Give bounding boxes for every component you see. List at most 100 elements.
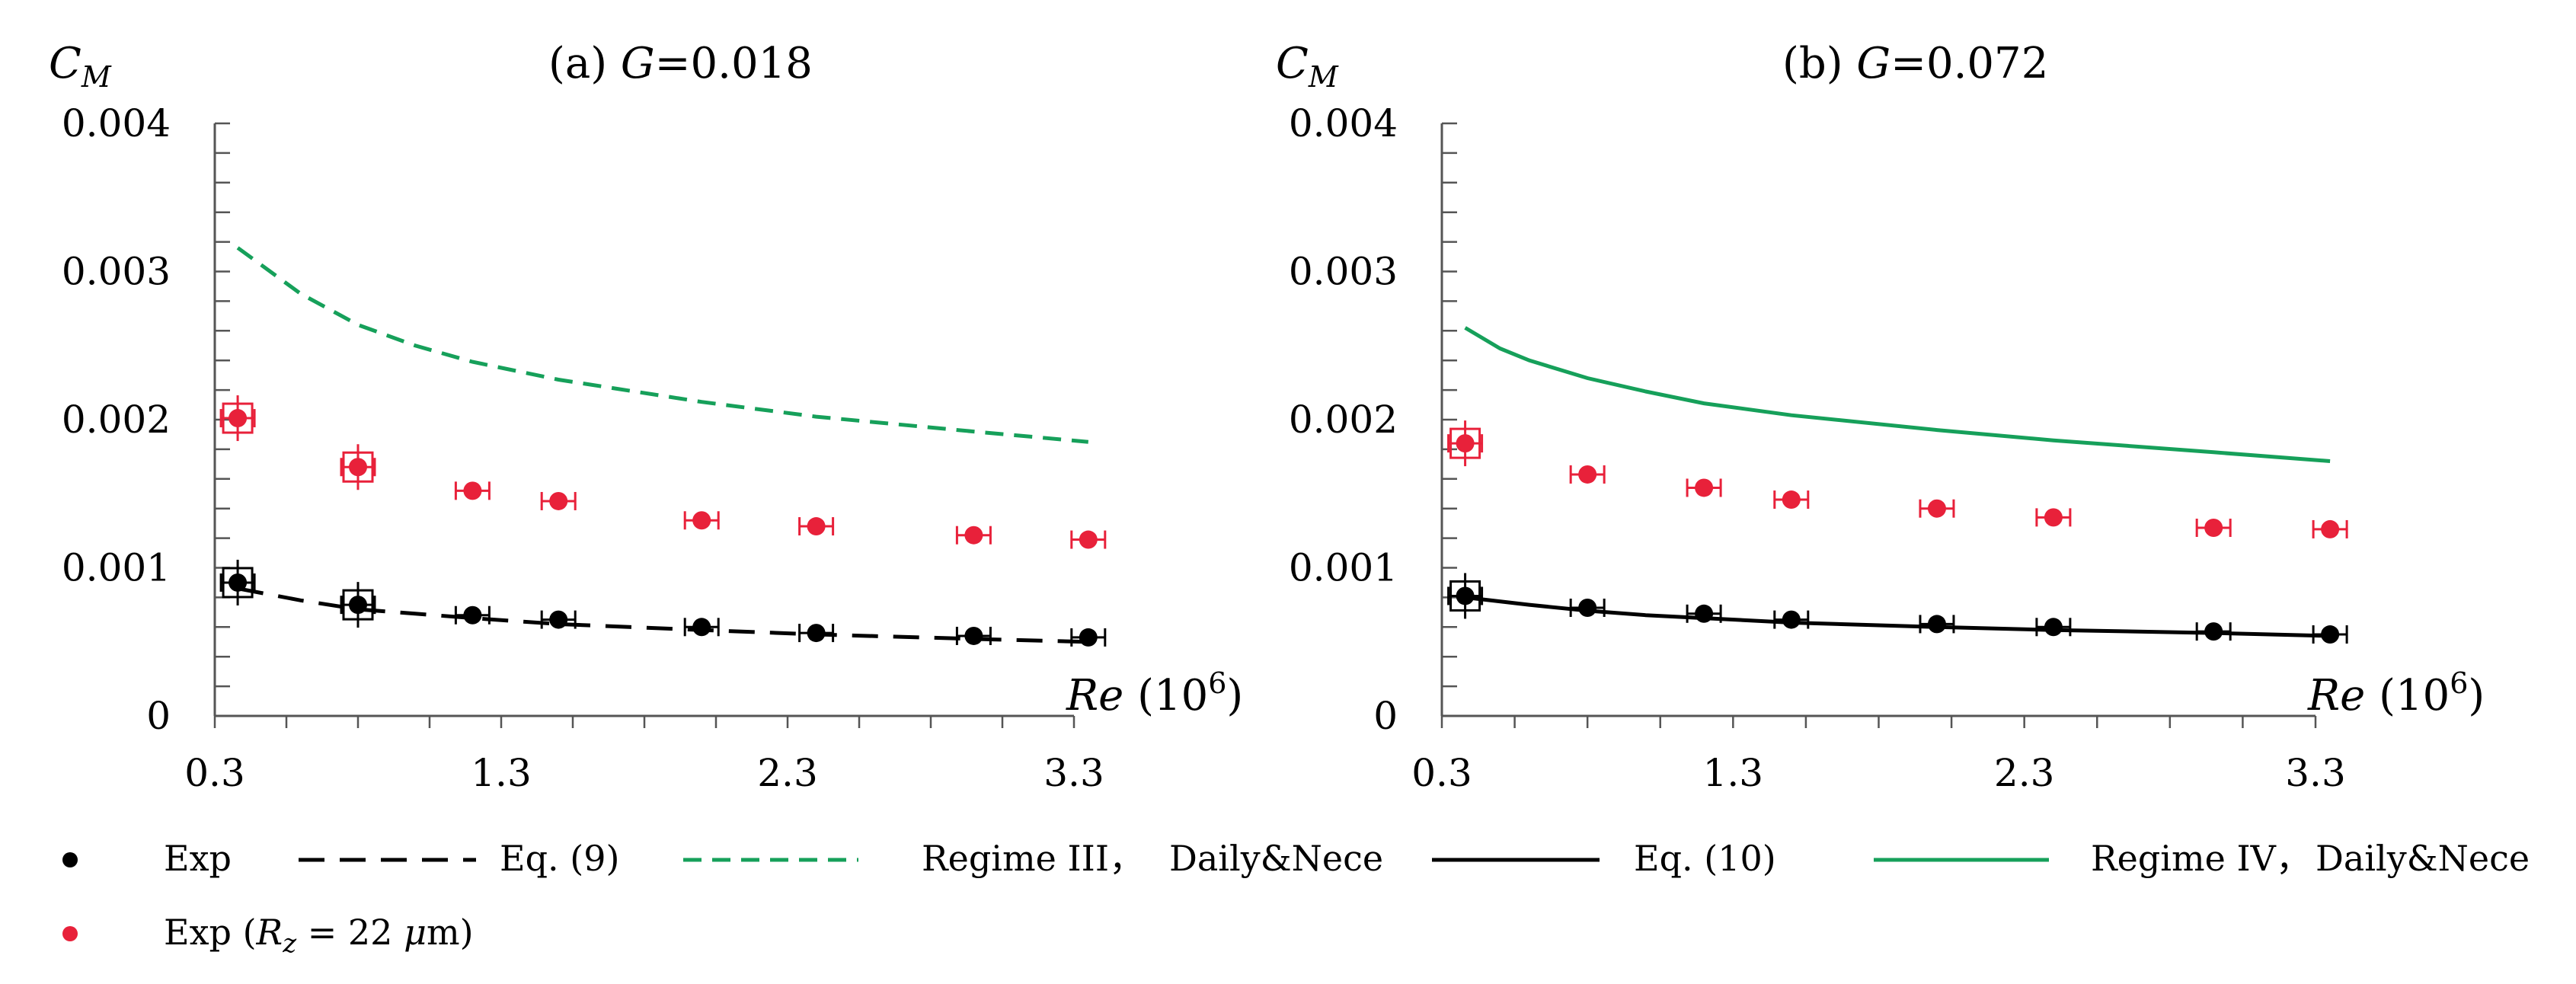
y-tick-label: 0 [146,694,171,738]
panel-title-var: G [1856,39,1890,88]
series-regime-iii-daily-nece [236,246,1089,444]
legend-label-eq: = 22 [296,912,404,953]
legend-item: Exp [62,838,232,879]
x-axis-label: Re (106) [2307,666,2485,720]
legend: Exp Eq. (9) Regime III， Daily&Nece Eq. (10) R… [62,838,2530,959]
panel-title: (a) G=0.018 [548,39,813,88]
panel-title-var: G [621,39,655,88]
series-regime-iv-daily-nece [1464,326,2331,463]
y-axis-label: CM [49,39,112,94]
x-tick-label: 1.3 [1703,751,1764,795]
data-point [219,559,256,605]
x-tick-label: 0.3 [1411,751,1472,795]
y-axis-label-sub: M [81,60,112,94]
y-tick-label: 0.004 [62,101,171,145]
marker [2321,519,2340,538]
marker [549,491,568,510]
y-tick-label: 0.001 [62,546,171,590]
data-point [540,491,577,510]
marker [1782,490,1801,510]
data-point [454,605,491,625]
legend-label-var: R [256,912,283,953]
marker [229,409,248,428]
data-point [2035,508,2072,527]
x-tick-label: 1.3 [471,751,532,795]
marker [692,618,711,637]
marker [549,610,568,629]
legend-item: Eq. (10) [1432,838,1776,879]
legend-label-mu: μ [404,912,427,953]
data-point [1773,610,1810,629]
legend-item: Regime III， Daily&Nece [683,838,1383,879]
marker [1578,465,1597,484]
legend-label-sub: z [282,928,297,959]
series-line [1465,595,2331,638]
data-point [1070,530,1107,549]
panel-title: (b) G=0.072 [1782,39,2048,88]
y-tick-label: 0.004 [1289,101,1398,145]
legend-label: Regime III， [922,838,1144,879]
data-point [955,626,992,645]
data-point [955,526,992,545]
panel-title-label: (a) [548,39,621,88]
data-point [1447,573,1484,619]
y-tick-label: 0.002 [62,398,171,442]
y-tick-label: 0 [1373,694,1398,738]
marker [807,517,826,536]
panel-a: 0 0.001 0.002 0.003 0.004 0.3 1.3 2.3 3.3 CM Re (1… [49,39,1243,795]
marker [1695,478,1714,497]
legend-label: Eq. (10) [1634,838,1776,879]
data-point [1447,420,1484,467]
legend-item: Eq. (9) [299,838,619,879]
series-eq-10- [1465,595,2331,638]
x-axis-label-exp: 6 [2450,666,2468,700]
data-point [2312,519,2348,538]
x-tick-label: 0.3 [184,751,245,795]
data-point [340,444,376,490]
data-point [540,610,577,629]
y-axis-label-main: C [49,39,81,88]
legend-label: Exp (Rz = 22 μm) [164,912,474,959]
legend-label: Exp [164,838,232,879]
data-point [1919,499,1955,518]
data-point [683,618,720,637]
x-axis-label-close: ) [1226,671,1243,720]
y-axis-label-sub: M [1308,60,1339,94]
x-axis-label-unit: (10 [1123,671,1208,720]
data-point [2195,518,2232,537]
legend-label: Regime IV， [2091,838,2311,879]
marker [1578,599,1597,618]
data-point [219,395,256,442]
marker [2044,508,2063,527]
x-axis-label-unit: (10 [2365,671,2450,720]
x-axis-label-var: Re [1066,671,1123,720]
y-axis-label-main: C [1276,39,1309,88]
marker [463,481,482,500]
x-axis-label-exp: 6 [1208,666,1226,700]
y-tick-label: 0.001 [1289,546,1398,590]
marker [1927,615,1946,634]
panel-title-value: =0.072 [1890,39,2048,88]
marker [1079,530,1098,549]
marker [1079,628,1098,647]
legend-label-secondary: Daily&Nece [2316,838,2530,879]
legend-marker [62,926,78,941]
series-exp-rz-22-m- [219,395,1107,549]
series-exp [219,559,1107,647]
legend-label-end: m) [427,912,474,953]
data-point [1773,490,1810,510]
data-point [1686,478,1722,497]
marker [964,526,983,545]
legend-marker [62,852,78,867]
x-tick-label: 3.3 [1044,751,1104,795]
panel-title-value: =0.018 [655,39,813,88]
legend-label-part: Exp ( [164,912,257,953]
legend-item: Regime IV， Daily&Nece [1874,838,2530,879]
marker [463,605,482,625]
x-axis-label: Re (106) [1066,666,1243,720]
y-tick-label: 0.002 [1289,398,1398,442]
marker [229,573,248,592]
x-axis-label-close: ) [2468,671,2485,720]
marker [1456,586,1475,605]
